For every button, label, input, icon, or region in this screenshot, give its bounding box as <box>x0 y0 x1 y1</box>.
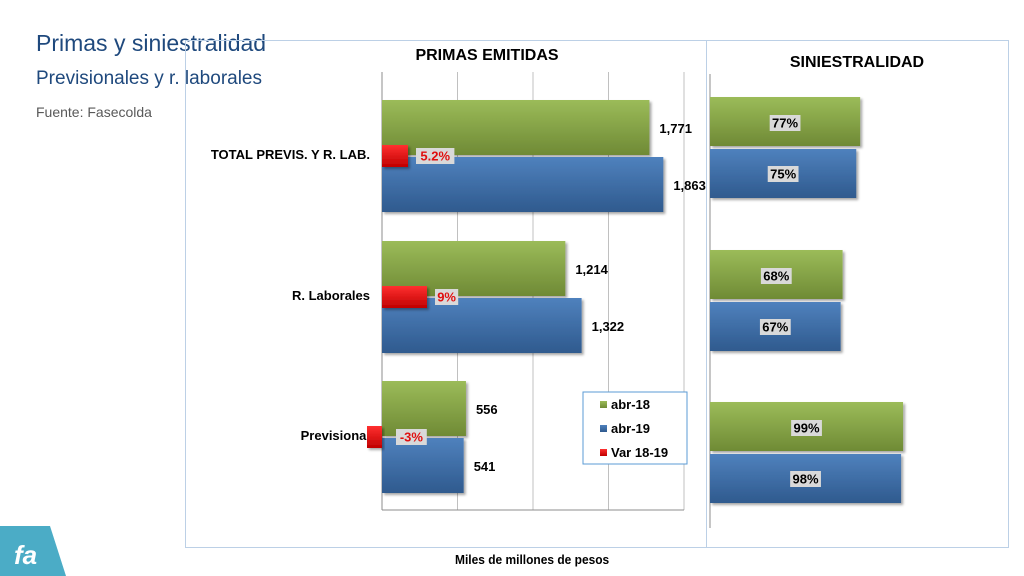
primas-value-var: 5.2% <box>420 149 450 164</box>
primas-bar-abr18 <box>382 381 466 436</box>
x-axis-caption: Miles de millones de pesos <box>455 552 610 567</box>
primas-value-var-bg <box>435 289 459 305</box>
siniestralidad-value-abr19: 98% <box>793 472 819 487</box>
primas-category-label: TOTAL PREVIS. Y R. LAB. <box>211 147 370 162</box>
svg-text:fa: fa <box>14 540 37 570</box>
primas-value-abr18: 1,214 <box>575 262 608 277</box>
page-title: Primas y siniestralidad <box>36 30 267 56</box>
legend-swatch <box>600 449 607 456</box>
siniestralidad-value-abr18: 77% <box>772 116 798 131</box>
primas-value-var: 9% <box>437 290 456 305</box>
siniestralidad-value-abr18-bg <box>769 115 801 131</box>
legend-label: Var 18-19 <box>611 445 668 460</box>
siniestralidad-value-abr19-bg <box>767 166 799 182</box>
primas-bar-var <box>367 426 382 448</box>
primas-bar-var <box>382 286 427 308</box>
siniestralidad-value-abr18: 68% <box>763 269 789 284</box>
siniestralidad-chart-title: SINIESTRALIDAD <box>790 54 924 71</box>
legend-swatch <box>600 401 607 408</box>
primas-value-abr18: 1,771 <box>659 121 692 136</box>
page-subtitle: Previsionales y r. laborales <box>36 68 262 89</box>
siniestralidad-chart-frame <box>706 40 1009 548</box>
primas-value-abr19: 541 <box>474 459 496 474</box>
siniestralidad-value-abr19-bg <box>790 471 821 487</box>
source-note: Fuente: Fasecolda <box>36 104 152 120</box>
primas-value-var-bg <box>416 148 455 164</box>
primas-bar-abr19 <box>382 438 464 493</box>
primas-value-abr19: 1,322 <box>592 319 625 334</box>
primas-category-label: R. Laborales <box>292 288 370 303</box>
siniestralidad-value-abr18-bg <box>760 268 792 284</box>
primas-value-var-bg <box>396 429 427 445</box>
primas-value-abr18: 556 <box>476 402 498 417</box>
siniestralidad-value-abr19: 67% <box>762 320 788 335</box>
siniestralidad-value-abr19-bg <box>759 319 791 335</box>
primas-bar-abr19 <box>382 157 664 212</box>
legend-swatch <box>600 425 607 432</box>
primas-chart-title: PRIMAS EMITIDAS <box>415 47 558 64</box>
legend-label: abr-18 <box>611 397 650 412</box>
primas-category-label: Previsional <box>301 428 370 443</box>
siniestralidad-value-abr18-bg <box>791 420 822 436</box>
siniestralidad-value-abr19: 75% <box>770 167 796 182</box>
siniestralidad-value-abr18: 99% <box>794 421 820 436</box>
primas-value-var: -3% <box>400 430 424 445</box>
primas-bar-abr18 <box>382 100 650 155</box>
primas-value-abr19: 1,863 <box>673 178 706 193</box>
primas-bar-var <box>382 145 408 167</box>
fasecolda-logo-icon: fa <box>0 526 66 576</box>
legend-label: abr-19 <box>611 421 650 436</box>
